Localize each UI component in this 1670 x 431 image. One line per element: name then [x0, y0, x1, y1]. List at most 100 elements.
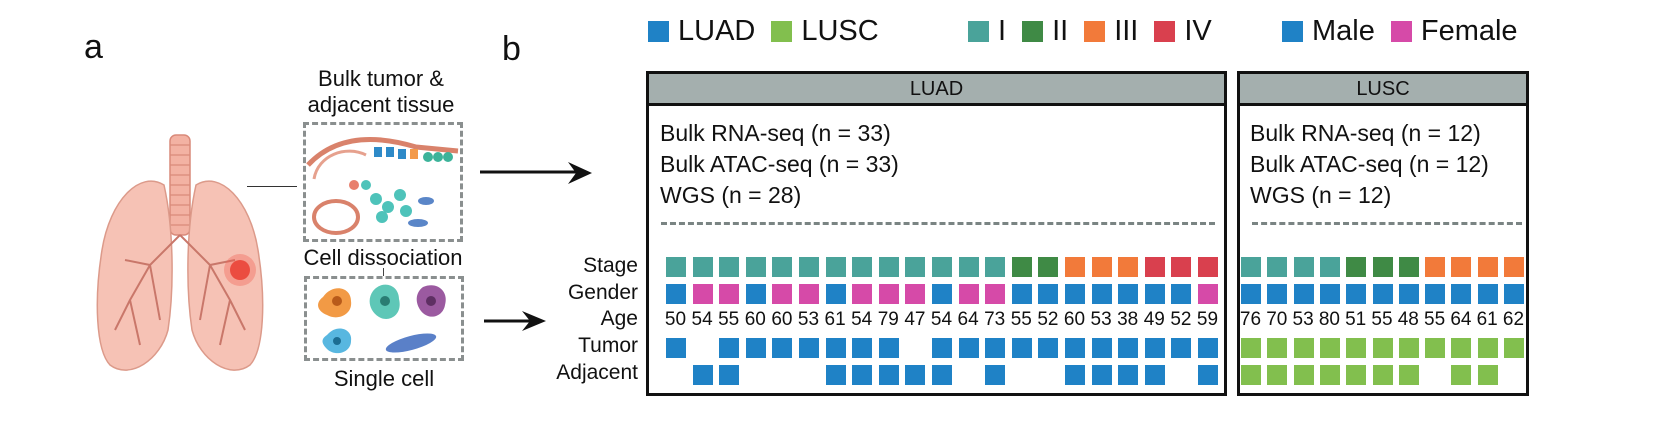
- age-value: 48: [1397, 309, 1419, 330]
- gender-cell: [825, 284, 846, 304]
- age-value: 64: [957, 309, 979, 330]
- gender-cell: [905, 284, 926, 304]
- stage-cell: [799, 257, 819, 277]
- gender-cell: [666, 284, 686, 304]
- tumor-cell: [1293, 338, 1314, 358]
- stage-cell: [825, 257, 846, 277]
- age-value: 61: [824, 309, 846, 330]
- gender-cell: [852, 284, 873, 304]
- row-label-tumor: Tumor: [578, 334, 638, 357]
- stage-cell: [666, 257, 686, 277]
- adjacent-cell: [985, 365, 1006, 385]
- gender-cell: [692, 284, 713, 304]
- stage-cell: [719, 257, 740, 277]
- gender-cell: [1425, 284, 1446, 304]
- adjacent-cell: [905, 365, 926, 385]
- gender-cell: [1065, 284, 1085, 304]
- tumor-cell: [1241, 338, 1261, 358]
- stage-cell: [1011, 257, 1032, 277]
- group-header-luad: LUAD: [646, 71, 1227, 106]
- arrow-right-icon: [484, 311, 546, 331]
- gender-cell: [1504, 284, 1524, 304]
- legend-stage: I II III IV: [968, 15, 1228, 48]
- legend-label: LUAD: [678, 15, 756, 47]
- adjacent-cell: [825, 365, 846, 385]
- arrow-right-icon: [480, 162, 592, 184]
- stage-cell: [692, 257, 713, 277]
- age-value: 47: [904, 309, 926, 330]
- age-value: 49: [1143, 309, 1165, 330]
- cell-dissociation-label: Cell dissociation: [303, 245, 463, 270]
- legend-swatch: [1154, 21, 1176, 42]
- stage-cell: [878, 257, 899, 277]
- gender-cell: [1451, 284, 1472, 304]
- stage-cell: [1398, 257, 1419, 277]
- age-value: 61: [1476, 309, 1498, 330]
- gender-cell: [1241, 284, 1261, 304]
- age-value: 54: [930, 309, 953, 330]
- tumor-cell: [1065, 338, 1085, 358]
- panel-a-letter: a: [84, 28, 103, 66]
- tumor-cell: [985, 338, 1006, 358]
- gender-cell: [1319, 284, 1340, 304]
- tumor-cell: [1118, 338, 1139, 358]
- tumor-cell: [1346, 338, 1367, 358]
- gender-cell: [1171, 284, 1192, 304]
- age-value: 55: [1424, 309, 1446, 330]
- stage-cell: [1425, 257, 1446, 277]
- assay-item: Bulk RNA-seq (n = 33): [660, 120, 891, 146]
- legend-swatch: [968, 21, 989, 42]
- tumor-cell: [1425, 338, 1446, 358]
- gender-cell: [1118, 284, 1139, 304]
- tumor-cell: [719, 338, 740, 358]
- age-value: 76: [1239, 309, 1262, 330]
- stage-cell: [1118, 257, 1139, 277]
- stage-cell: [1477, 257, 1498, 277]
- age-value: 55: [1371, 309, 1393, 330]
- tumor-cell: [1091, 338, 1112, 358]
- gender-cell: [932, 284, 952, 304]
- age-value: 52: [1170, 309, 1192, 330]
- connector-line: [247, 186, 297, 187]
- group-box-lusc: Bulk RNA-seq (n = 12) Bulk ATAC-seq (n =…: [1237, 103, 1529, 396]
- legend-label: Female: [1420, 15, 1518, 47]
- legend-gender: Male Female: [1282, 15, 1534, 48]
- adjacent-cell: [1241, 365, 1261, 385]
- tumor-cell: [1477, 338, 1498, 358]
- group-header-lusc: LUSC: [1237, 71, 1529, 106]
- gender-cell: [1198, 284, 1218, 304]
- adjacent-cell: [1198, 365, 1218, 385]
- legend-item: Male: [1282, 15, 1375, 48]
- tumor-cell: [745, 338, 766, 358]
- legend-label: LUSC: [801, 15, 879, 47]
- age-value: 54: [851, 309, 873, 330]
- adjacent-cell: [1319, 365, 1340, 385]
- legend-item: II: [1022, 15, 1068, 48]
- tumor-cell: [958, 338, 979, 358]
- tumor-cell: [852, 338, 873, 358]
- panel-b-letter: b: [502, 30, 521, 68]
- single-cell-label: Single cell: [333, 366, 435, 391]
- assay-item: WGS (n = 12): [1250, 182, 1392, 208]
- age-value: 70: [1266, 309, 1288, 330]
- separator-dash: [661, 222, 1215, 225]
- adjacent-cell: [1118, 365, 1139, 385]
- stage-cell: [1319, 257, 1340, 277]
- legend-swatch: [648, 21, 669, 42]
- gender-cell: [878, 284, 899, 304]
- tumor-cell: [1319, 338, 1340, 358]
- tumor-cell: [1038, 338, 1059, 358]
- adjacent-cell: [1293, 365, 1314, 385]
- adjacent-cell: [692, 365, 713, 385]
- legend-item: Female: [1390, 15, 1518, 48]
- adjacent-cell: [719, 365, 740, 385]
- age-value: 55: [1010, 309, 1032, 330]
- tumor-cell: [1372, 338, 1393, 358]
- bulk-tissue-label-line1: Bulk tumor &: [318, 66, 444, 91]
- tumor-cell: [1144, 338, 1165, 358]
- stage-cell: [985, 257, 1006, 277]
- age-value: 50: [664, 309, 687, 330]
- stage-cell: [1144, 257, 1165, 277]
- age-value: 73: [984, 309, 1006, 330]
- tumor-cell: [1267, 338, 1288, 358]
